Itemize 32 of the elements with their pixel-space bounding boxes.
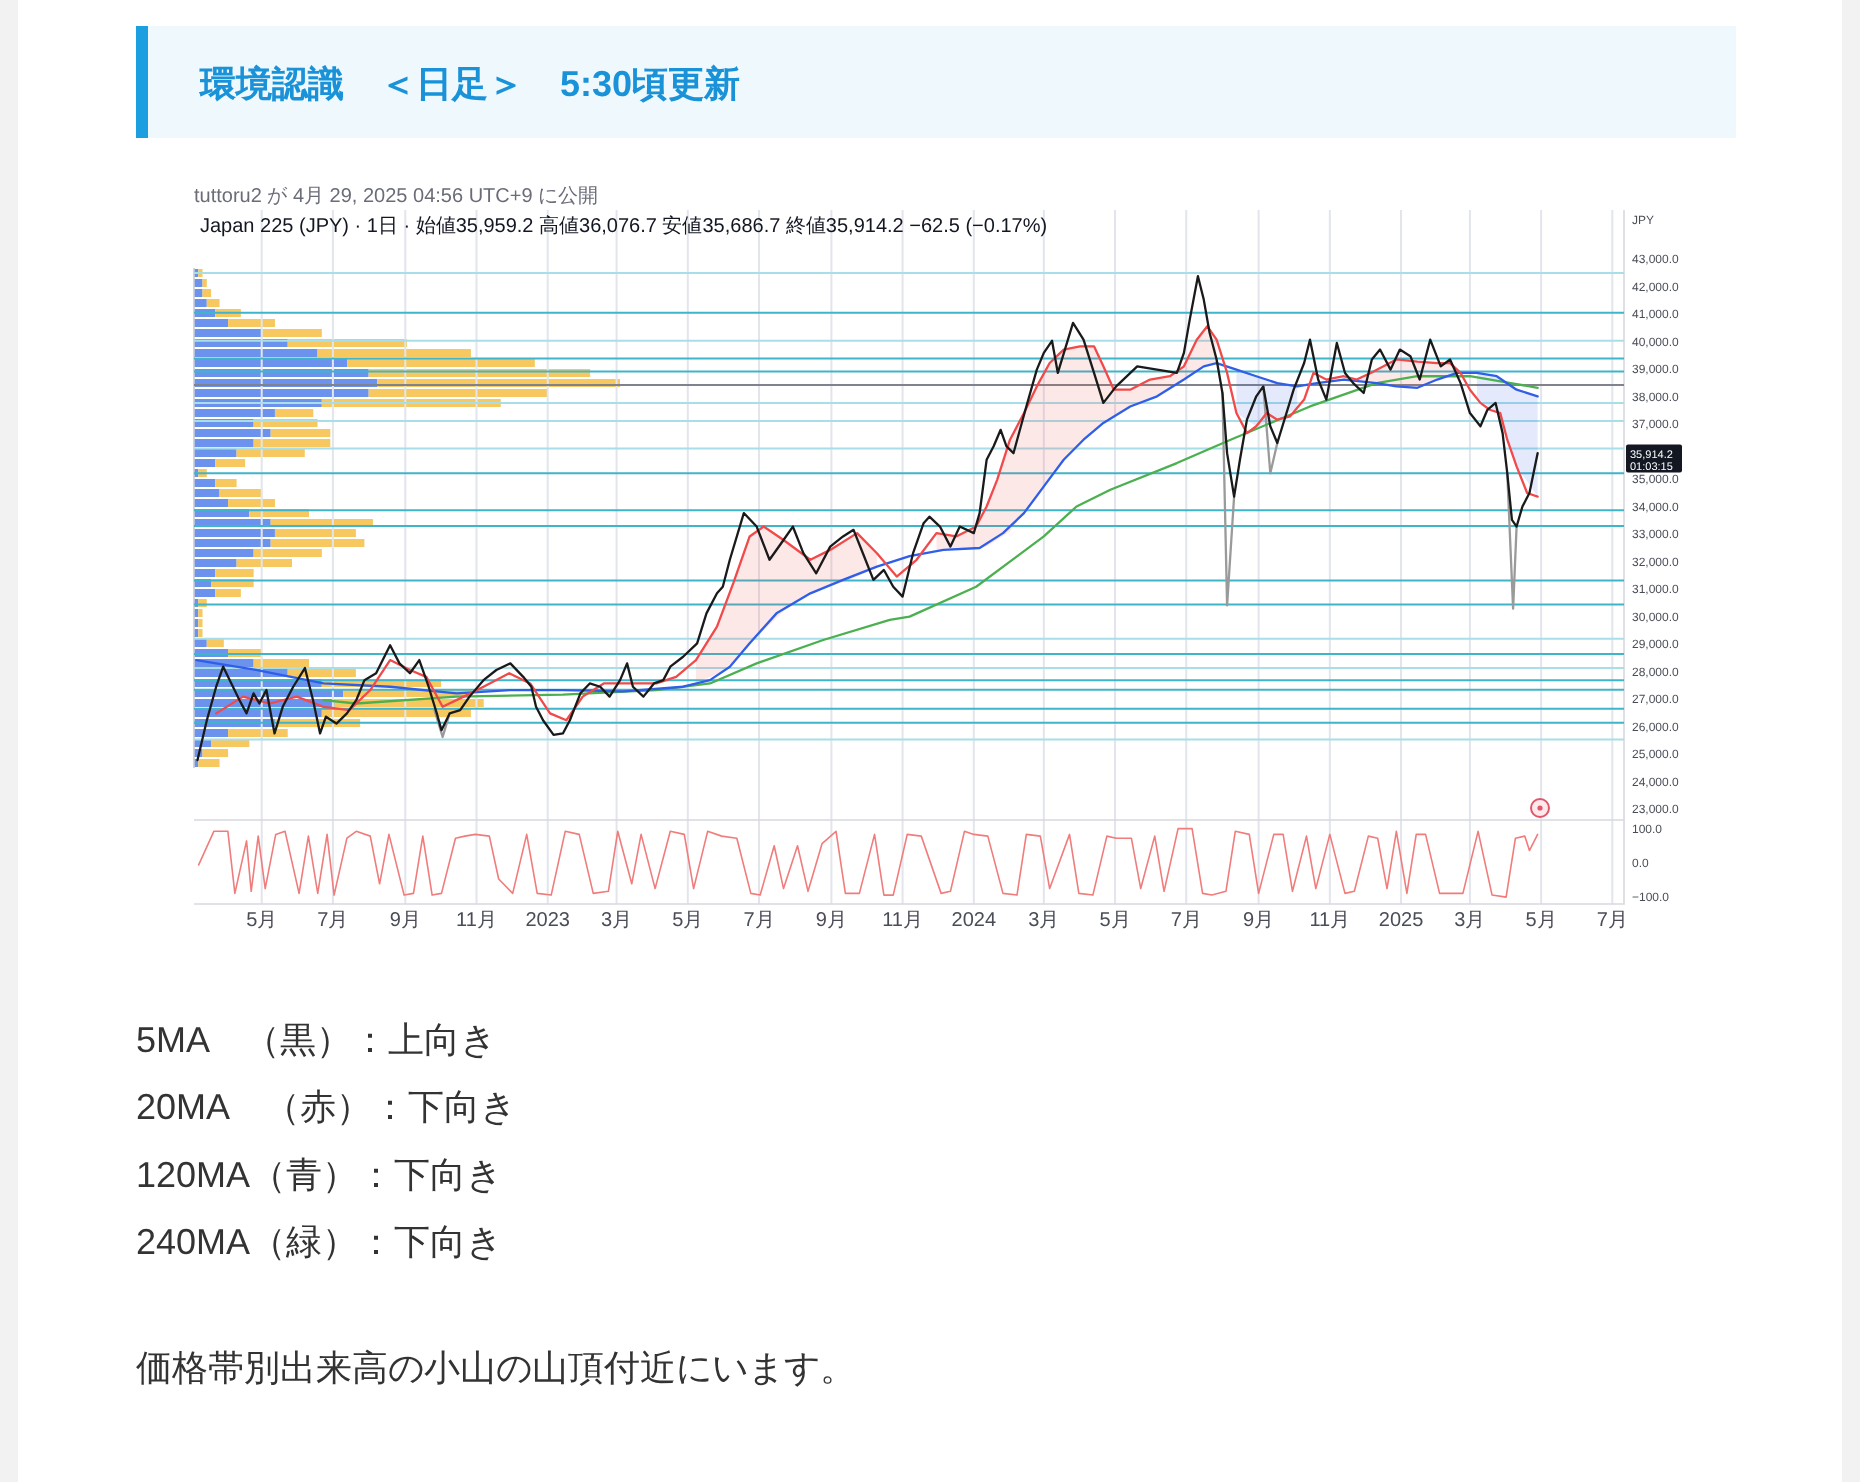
x-tick-label: 7月 bbox=[1596, 910, 1628, 932]
x-tick-label: 11月 bbox=[456, 910, 497, 932]
text: tuttoru2 が 4月 29, 2025 04:56 UTC+9 に公開 bbox=[194, 184, 599, 208]
x-tick-label: 3月 bbox=[601, 910, 633, 932]
x-tick-label: 2023 bbox=[525, 910, 571, 932]
x-tick-label: 3月 bbox=[1454, 910, 1486, 932]
line-series bbox=[215, 325, 1539, 722]
x-tick-label: 7月 bbox=[317, 910, 349, 932]
x-tick-label: 9月 bbox=[389, 910, 421, 932]
x-tick-label: 7月 bbox=[743, 910, 775, 932]
x-tick-label: 5月 bbox=[1099, 910, 1131, 932]
text: 120MA（青）：下向き bbox=[136, 1154, 503, 1195]
text: 価格帯別出来高の小山の山頂付近にいます。 bbox=[136, 1348, 856, 1389]
chart-subtitle: Japan 225 (JPY) · 1日 · 始値35,959.2 高値36,076.7 安値35,686.7 終値35,914.2 −62.5 (−0.17%) bbox=[200, 214, 1048, 238]
x-tick-label: 5月 bbox=[1525, 910, 1557, 932]
text: 20MA （赤）：下向き bbox=[136, 1087, 517, 1128]
x-tick-label: 9月 bbox=[1243, 910, 1275, 932]
x-tick-label: 5月 bbox=[672, 910, 704, 932]
x-tick-label: 2025 bbox=[1378, 910, 1425, 932]
chart-title: 環境認識 ＜日足＞ 5:30頃更新 bbox=[198, 64, 741, 104]
line-series bbox=[195, 361, 1539, 695]
x-tick-label: 3月 bbox=[1028, 910, 1060, 932]
x-tick-label: 11月 bbox=[1309, 910, 1351, 932]
x-tick-label: 11月 bbox=[882, 910, 923, 932]
line-series bbox=[197, 827, 1539, 898]
line-series bbox=[322, 375, 1539, 705]
x-tick-label: 9月 bbox=[815, 910, 847, 932]
text: 240MA（緑）：下向き bbox=[136, 1222, 503, 1263]
text: 5MA （黒）：上向き bbox=[136, 1020, 497, 1060]
x-tick-label: 2024 bbox=[951, 910, 997, 932]
x-tick-label: 5月 bbox=[246, 910, 278, 932]
x-tick-label: 7月 bbox=[1170, 910, 1202, 932]
